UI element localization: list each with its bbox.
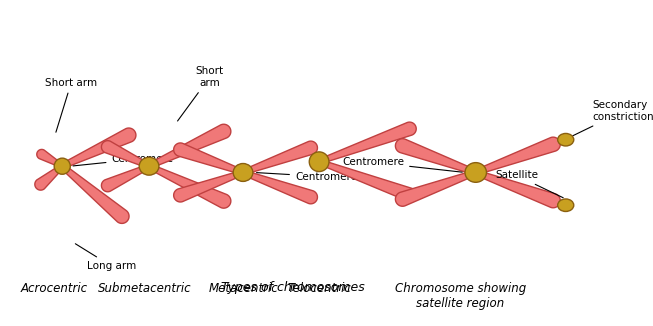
Polygon shape: [475, 137, 560, 175]
Polygon shape: [35, 165, 63, 190]
Ellipse shape: [54, 158, 71, 174]
Polygon shape: [242, 141, 317, 175]
Text: Metacentric: Metacentric: [209, 282, 279, 295]
Polygon shape: [37, 149, 63, 168]
Text: Types of chromosomes: Types of chromosomes: [221, 281, 365, 294]
Polygon shape: [174, 143, 244, 175]
Text: Satellite: Satellite: [495, 170, 563, 198]
Polygon shape: [101, 164, 150, 192]
Polygon shape: [475, 170, 560, 208]
Polygon shape: [318, 122, 416, 164]
Polygon shape: [148, 164, 231, 208]
Ellipse shape: [558, 199, 574, 212]
Text: Chromosome showing
satellite region: Chromosome showing satellite region: [394, 282, 526, 310]
Text: Short arm: Short arm: [45, 78, 97, 132]
Text: Long arm: Long arm: [75, 244, 136, 271]
Polygon shape: [101, 141, 150, 168]
Text: Submetacentric: Submetacentric: [98, 282, 191, 295]
Ellipse shape: [558, 133, 574, 146]
Ellipse shape: [233, 164, 253, 181]
Polygon shape: [396, 139, 477, 175]
Ellipse shape: [465, 163, 486, 182]
Polygon shape: [61, 164, 129, 223]
Text: Secondary
constriction: Secondary constriction: [573, 100, 653, 136]
Polygon shape: [318, 159, 416, 201]
Text: Short
arm: Short arm: [178, 66, 224, 121]
Ellipse shape: [139, 157, 159, 175]
Polygon shape: [396, 170, 477, 206]
Text: Centromere: Centromere: [73, 154, 174, 166]
Text: Acrocentric: Acrocentric: [20, 282, 88, 295]
Polygon shape: [174, 170, 244, 202]
Text: Centromere: Centromere: [257, 171, 357, 182]
Ellipse shape: [310, 152, 329, 171]
Text: Centromere: Centromere: [342, 157, 462, 172]
Polygon shape: [242, 170, 317, 204]
Polygon shape: [61, 128, 136, 169]
Text: Telocentric: Telocentric: [288, 282, 352, 295]
Polygon shape: [148, 124, 231, 169]
